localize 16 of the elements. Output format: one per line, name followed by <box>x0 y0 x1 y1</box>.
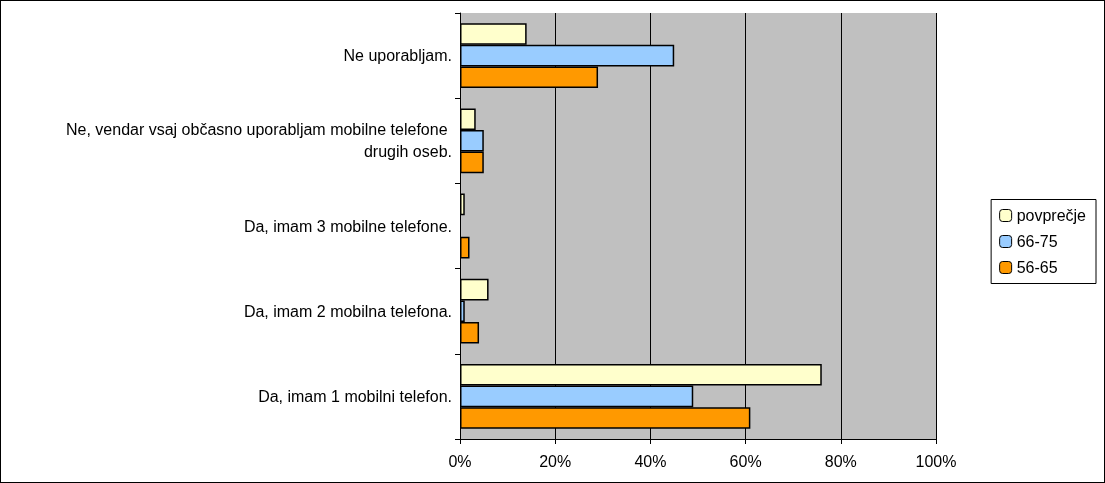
x-tick-label: 100% <box>915 452 957 470</box>
y-tick-label: Ne, vendar vsaj občasno uporabljam mobilne telefone drugih oseb. <box>65 121 452 161</box>
y-tick-label: Ne uporabljam. <box>343 47 452 65</box>
legend-label: povprečje <box>1016 207 1087 224</box>
x-tick-label: 60% <box>729 452 762 470</box>
x-tick-label: 80% <box>824 452 857 470</box>
x-tick-label: 40% <box>634 452 667 470</box>
y-tick-label: Da, imam 1 mobilni telefon. <box>258 387 452 405</box>
legend-label: 56-65 <box>1016 259 1058 276</box>
x-tick-label: 20% <box>539 452 572 470</box>
legend-label: 66-75 <box>1016 233 1058 250</box>
bar <box>460 236 470 259</box>
bar <box>460 193 465 216</box>
y-tick-label: Da, imam 2 mobilna telefona. <box>243 302 452 320</box>
x-tick-label: 0% <box>448 452 472 470</box>
y-tick-label: Da, imam 3 mobilne telefone. <box>243 217 452 235</box>
